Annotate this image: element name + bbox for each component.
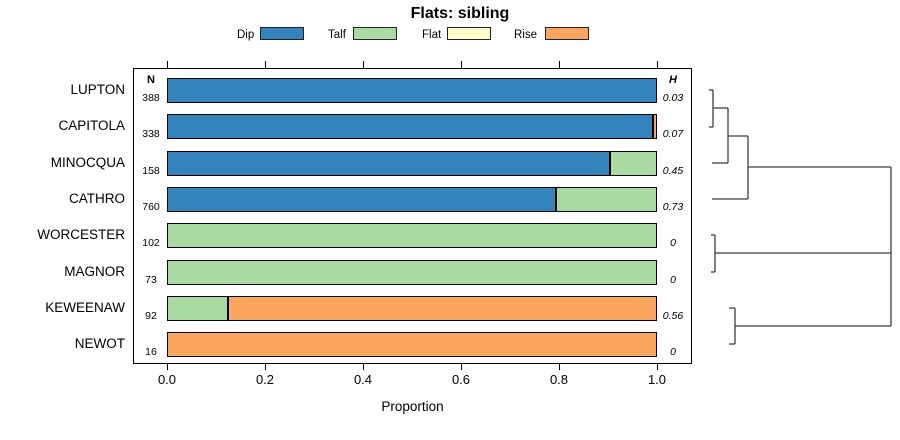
chart-title: Flats: sibling [410,5,510,22]
x-tick-top [559,61,561,68]
bar-segment-talf [167,223,657,248]
n-column-header: N [147,74,155,86]
x-tick-label: 1.0 [647,372,667,387]
bar-segment-talf [167,260,657,285]
h-value: 0 [670,346,676,358]
x-tick-label: 0.0 [157,372,177,387]
n-value: 338 [142,128,160,140]
x-tick-top [461,61,463,68]
site-label-keweenaw: KEWEENAW [45,300,125,315]
bar-magnor [167,260,657,285]
x-tick-top [167,61,169,68]
bar-capitola [167,114,657,139]
bar-lupton [167,78,657,103]
legend-label-dip: Dip [237,29,255,41]
h-value: 0.03 [662,92,684,104]
h-value: 0.07 [662,128,684,140]
site-label-worcester: WORCESTER [37,227,125,242]
n-value: 73 [145,274,157,286]
site-label-newot: NEWOT [74,336,125,351]
x-tick-top [363,61,365,68]
n-value: 102 [142,237,160,249]
bar-segment-talf [556,187,657,212]
x-tick-bottom [559,363,561,370]
site-label-minocqua: MINOCQUA [50,155,125,170]
legend-swatch-rise [545,27,589,40]
bar-segment-dip [167,114,653,139]
legend-swatch-flat [447,27,491,40]
plot-area [133,68,692,364]
bar-minocqua [167,151,657,176]
bar-segment-rise [167,332,657,357]
legend-swatch-talf [353,27,397,40]
x-tick-label: 0.8 [549,372,569,387]
bar-keweenaw [167,296,657,321]
h-value: 0.45 [662,165,684,177]
bar-segment-talf [610,151,657,176]
bar-segment-talf [167,296,228,321]
x-tick-bottom [461,363,463,370]
x-tick-top [265,61,267,68]
bar-worcester [167,223,657,248]
legend-swatch-dip [260,27,304,40]
site-label-lupton: LUPTON [70,82,125,97]
bar-segment-dip [167,187,556,212]
bar-segment-dip [167,151,610,176]
h-value: 0.73 [662,201,684,213]
bar-segment-dip [167,78,657,103]
bar-newot [167,332,657,357]
n-value: 388 [142,92,160,104]
h-column-header: H [669,74,677,86]
h-value: 0 [670,237,676,249]
legend-label-flat: Flat [422,29,442,41]
x-tick-label: 0.6 [451,372,471,387]
bar-segment-rise [653,114,657,139]
x-axis-title: Proportion [381,399,444,414]
n-value: 16 [145,346,157,358]
x-tick-label: 0.2 [255,372,275,387]
h-value: 0 [670,274,676,286]
legend-label-talf: Talf [328,29,346,41]
legend-label-rise: Rise [514,29,538,41]
x-tick-top [657,61,659,68]
x-tick-label: 0.4 [353,372,373,387]
site-label-magnor: MAGNOR [64,264,125,279]
x-tick-bottom [363,363,365,370]
bar-cathro [167,187,657,212]
h-value: 0.56 [662,310,684,322]
x-tick-bottom [167,363,169,370]
bar-segment-rise [228,296,657,321]
n-value: 92 [145,310,157,322]
x-tick-bottom [265,363,267,370]
site-label-capitola: CAPITOLA [58,118,125,133]
x-tick-bottom [657,363,659,370]
n-value: 158 [142,165,160,177]
n-value: 760 [142,201,160,213]
site-label-cathro: CATHRO [69,191,125,206]
